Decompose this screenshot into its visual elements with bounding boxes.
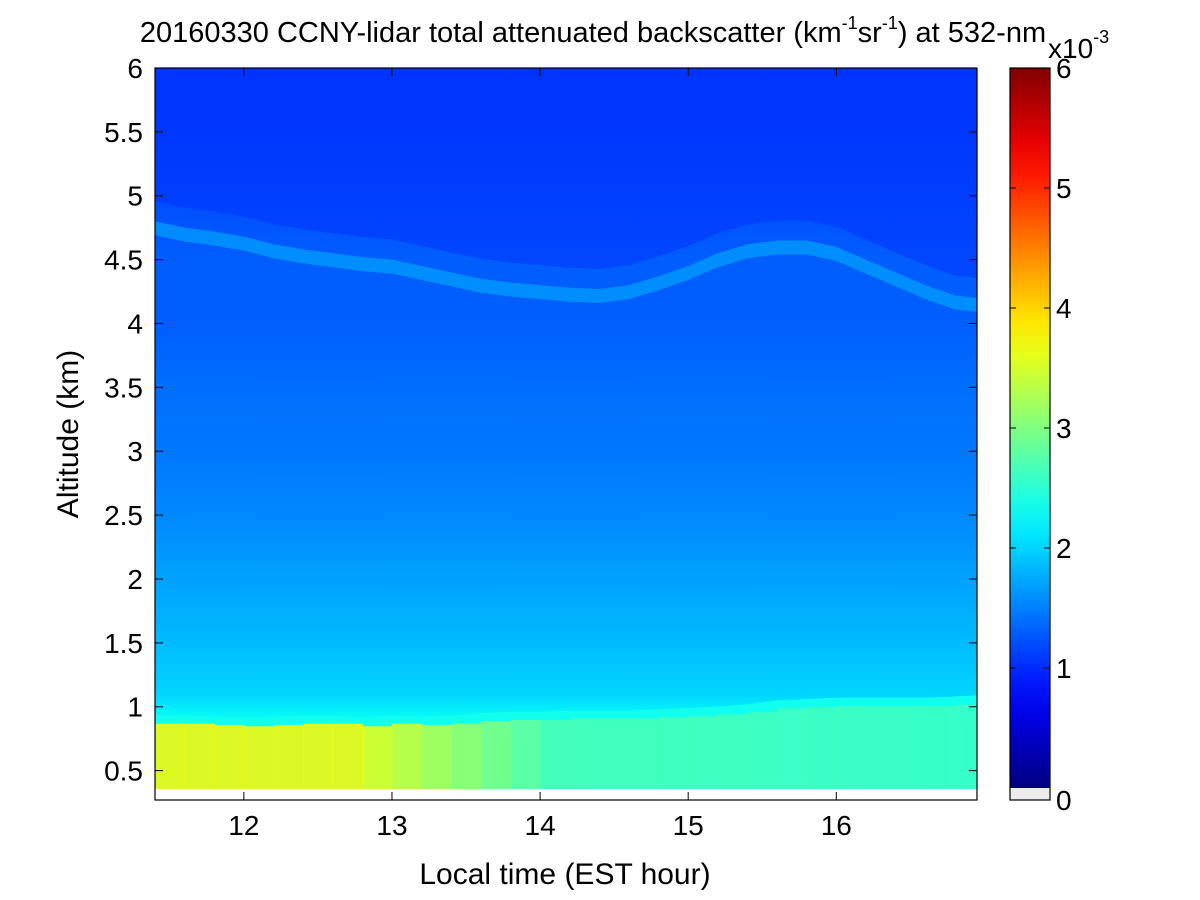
x-tick-label: 15 [673,810,704,841]
colorbar-tick-label: 2 [1056,533,1072,564]
boundary-layer-cell [954,704,977,797]
x-tick-label: 12 [228,810,259,841]
boundary-layer-cell [658,717,689,797]
x-axis-label: Local time (EST hour) [419,858,710,891]
y-tick-label: 4.5 [104,245,143,276]
boundary-layer-cell [155,723,186,797]
boundary-layer-cell [717,714,749,797]
aerosol-layer-band [155,221,977,312]
boundary-layer-cell [747,712,778,797]
colorbar-gradient-strip [1010,68,1050,788]
boundary-layer-cell [303,723,334,797]
y-tick-label: 4 [127,308,143,339]
colorbar-ticks: 0 1 2 3 4 5 6 [1010,53,1072,816]
boundary-layer-cell [451,723,482,797]
boundary-layer-cell [777,708,808,797]
plot-frame [154,67,978,801]
y-tick-label: 1 [127,692,143,723]
boundary-layer-cell [332,723,363,797]
chart-title-mid: sr [858,17,883,49]
colorbar-tick-label: 0 [1056,785,1072,816]
boundary-layer-cell [628,718,660,797]
colorbar: 0 1 2 3 4 5 6 x10-3 [1009,27,1109,816]
boundary-layer-cell [273,724,304,797]
boundary-layer-cell [836,705,867,797]
y-tick-label: 2.5 [104,500,143,531]
y-tick-label: 5.5 [104,117,143,148]
colorbar-tick-label: 1 [1056,653,1072,684]
colorbar-tick-label: 5 [1056,173,1072,204]
y-tick-label: 3 [127,436,143,467]
colorbar-frame [1009,67,1051,801]
upper-clean-air-region [155,68,977,278]
no-data-floor [155,789,977,800]
chart-title-tail: ) at 532-nm [898,17,1046,49]
colorbar-multiplier-exp: -3 [1093,27,1109,47]
boundary-layer-cell [895,705,926,797]
y-tick-label: 5 [127,181,143,212]
x-tick-label: 13 [376,810,407,841]
y-tick-label: 3.5 [104,372,143,403]
plot-area: 12 13 14 15 16 0.5 1 1.5 2 2.5 3 3.5 4 4.5 5 5.5 6 [104,53,978,841]
y-tick-label: 0.5 [104,756,143,787]
colorbar-tick-label: 3 [1056,413,1072,444]
x-tick-label: 14 [525,810,556,841]
boundary-layer-cell [806,707,837,797]
y-tick-label: 1.5 [104,628,143,659]
colorbar-base-patch [1010,788,1050,800]
chart-title-main: 20160330 CCNY-lidar total attenuated bac… [140,17,842,49]
chart-title-sup1: -1 [842,13,858,33]
colorbar-multiplier: x10-3 [1048,27,1109,64]
x-axis-ticks: 12 13 14 15 16 [228,68,852,841]
boundary-layer-cell [214,724,245,797]
boundary-layer-cell [510,719,541,797]
colorbar-tick-label: 4 [1056,293,1072,324]
boundary-layer-cell [599,718,630,797]
chart-title: 20160330 CCNY-lidar total attenuated bac… [140,13,1046,49]
boundary-layer-cell [569,718,600,797]
chart-title-sup2: -1 [882,13,898,33]
y-axis-ticks: 0.5 1 1.5 2 2.5 3 3.5 4 4.5 5 5.5 6 [104,53,977,787]
heatmap-features [155,68,977,797]
boundary-layer-cell [362,726,393,797]
y-tick-label: 2 [127,564,143,595]
boundary-layer-cell [480,721,512,797]
colorbar-multiplier-base: x10 [1048,33,1093,64]
x-tick-label: 16 [821,810,852,841]
boundary-layer-cell [184,723,215,797]
colorbar-tick-label: 6 [1056,53,1072,84]
boundary-layer-cell [688,716,719,797]
boundary-layer-cell [865,705,897,797]
boundary-layer-cell [540,719,571,797]
boundary-layer-cell [391,723,423,797]
y-tick-label: 6 [127,53,143,84]
boundary-layer-cell [421,724,452,797]
boundary-layer-cell [925,705,956,797]
y-axis-label: Altitude (km) [52,350,85,518]
boundary-layer-cell [243,726,275,797]
